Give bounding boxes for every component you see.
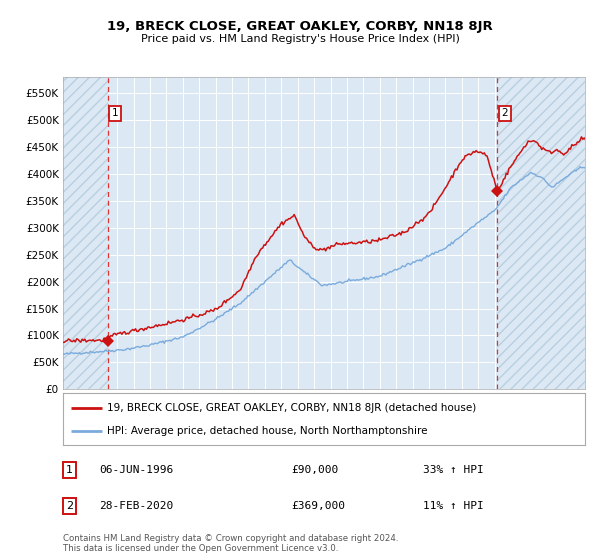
Bar (497, 77, 585, 389)
Text: 1: 1 (112, 108, 119, 118)
Text: 11% ↑ HPI: 11% ↑ HPI (423, 501, 484, 511)
Text: 28-FEB-2020: 28-FEB-2020 (99, 501, 173, 511)
Text: 33% ↑ HPI: 33% ↑ HPI (423, 465, 484, 475)
Bar (63, 77, 108, 389)
Text: 2: 2 (66, 501, 73, 511)
Text: £369,000: £369,000 (291, 501, 345, 511)
Text: Price paid vs. HM Land Registry's House Price Index (HPI): Price paid vs. HM Land Registry's House … (140, 34, 460, 44)
Text: Contains HM Land Registry data © Crown copyright and database right 2024.
This d: Contains HM Land Registry data © Crown c… (63, 534, 398, 553)
Text: 19, BRECK CLOSE, GREAT OAKLEY, CORBY, NN18 8JR (detached house): 19, BRECK CLOSE, GREAT OAKLEY, CORBY, NN… (107, 403, 476, 413)
Text: 06-JUN-1996: 06-JUN-1996 (99, 465, 173, 475)
Text: 1: 1 (66, 465, 73, 475)
Text: HPI: Average price, detached house, North Northamptonshire: HPI: Average price, detached house, Nort… (107, 426, 428, 436)
Text: 19, BRECK CLOSE, GREAT OAKLEY, CORBY, NN18 8JR: 19, BRECK CLOSE, GREAT OAKLEY, CORBY, NN… (107, 20, 493, 32)
Text: £90,000: £90,000 (291, 465, 338, 475)
Text: 2: 2 (502, 108, 508, 118)
